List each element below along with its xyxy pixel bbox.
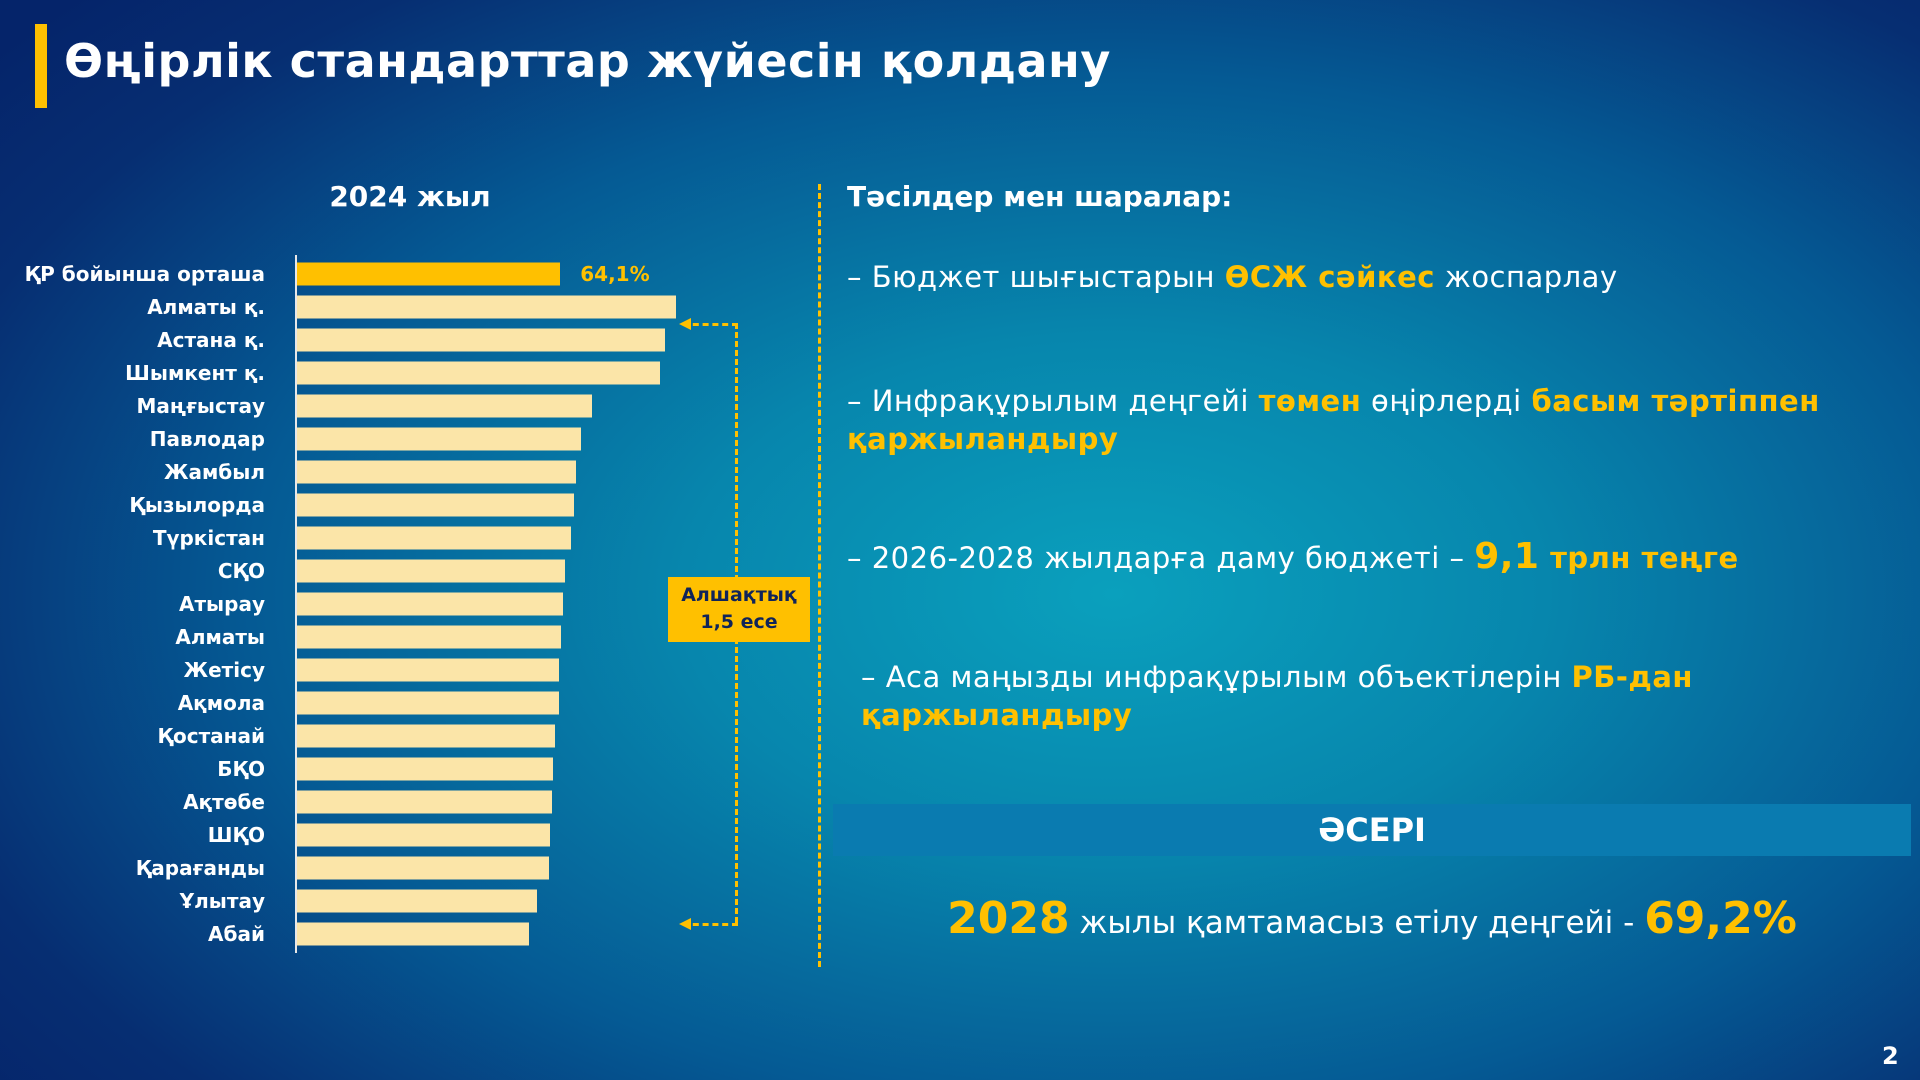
gap-label: Алшақтық	[681, 584, 797, 606]
highlight: трлн теңге	[1539, 541, 1739, 575]
bar-region	[297, 889, 537, 913]
bar-region	[297, 592, 563, 616]
bar-region	[297, 658, 560, 682]
effect-result: 2028 жылы қамтамасыз етілу деңгейі - 69,…	[833, 893, 1911, 944]
page-number: 2	[1882, 1042, 1899, 1070]
arrow-left-icon	[679, 318, 738, 330]
text: – Инфрақұрылым деңгейі	[847, 384, 1259, 418]
method-item: – Бюджет шығыстарын ӨСЖ сәйкес жоспарлау	[847, 258, 1847, 296]
effect-year: 2028	[947, 893, 1070, 944]
bar-region	[297, 559, 566, 583]
category-label: Абай	[208, 922, 265, 946]
category-label: Қостанай	[157, 724, 265, 748]
effect-banner: ӘСЕРІ	[833, 804, 1911, 856]
bar-region	[297, 691, 560, 715]
bar-region	[297, 361, 660, 385]
category-label: Алматы қ.	[147, 295, 265, 319]
bar-region	[297, 790, 552, 814]
bar-region	[297, 526, 572, 550]
category-label: ҚР бойынша орташа	[24, 262, 265, 286]
effect-text: жылы қамтамасыз етілу деңгейі -	[1069, 905, 1645, 941]
gap-value: 1,5 есе	[700, 611, 778, 633]
chart-title: 2024 жыл	[329, 180, 491, 213]
text: – Аса маңызды инфрақұрылым объектілерін	[861, 660, 1572, 694]
highlight: ӨСЖ сәйкес	[1224, 260, 1435, 294]
bar-region	[297, 460, 577, 484]
category-label: Алматы	[175, 625, 265, 649]
method-item: – 2026-2028 жылдарға даму бюджеті – 9,1 …	[847, 538, 1847, 577]
bar-region	[297, 823, 551, 847]
bar-region	[297, 427, 582, 451]
text: – Бюджет шығыстарын	[847, 260, 1225, 294]
category-label: БҚО	[217, 757, 265, 781]
category-label: Астана қ.	[157, 328, 265, 352]
category-label: Ақмола	[177, 691, 265, 715]
category-label: Қызылорда	[129, 493, 265, 517]
method-item: – Инфрақұрылым деңгейі төмен өңірлерді б…	[847, 382, 1847, 458]
bar-region	[297, 328, 666, 352]
category-label: ШҚО	[207, 823, 265, 847]
bar-region	[297, 724, 556, 748]
category-label: Түркістан	[152, 526, 265, 550]
highlight: РБ-дан қаржыландыру	[861, 660, 1693, 732]
category-label: Жетісу	[183, 658, 265, 682]
highlight: төмен	[1258, 384, 1362, 418]
text: жоспарлау	[1434, 260, 1618, 294]
bar-region	[297, 493, 574, 517]
category-label: Маңғыстау	[136, 394, 265, 418]
category-label: СҚО	[217, 559, 265, 583]
title-accent-bar	[35, 24, 47, 108]
category-label: Павлодар	[149, 427, 265, 451]
highlight: басым тәртіппен қаржыландыру	[847, 384, 1820, 456]
page-title: Өңірлік стандарттар жүйесін қолдану	[64, 34, 1111, 88]
bar-average	[297, 262, 561, 286]
bar-region	[297, 394, 593, 418]
method-item: – Аса маңызды инфрақұрылым объектілерін …	[861, 658, 1721, 734]
data-label: 64,1%	[580, 262, 650, 286]
gap-annotation: Алшақтық 1,5 есе	[668, 577, 810, 642]
category-label: Шымкент қ.	[125, 361, 265, 385]
text: өңірлерді	[1361, 384, 1532, 418]
bar-region	[297, 856, 550, 880]
category-label: Қарағанды	[135, 856, 265, 880]
bar-region	[297, 625, 562, 649]
effect-value: 69,2%	[1644, 893, 1797, 944]
category-label: Ұлытау	[179, 889, 265, 913]
methods-title: Тәсілдер мен шаралар:	[847, 180, 1233, 213]
category-label: Ақтөбе	[183, 790, 265, 814]
text: – 2026-2028 жылдарға даму бюджеті –	[847, 541, 1475, 575]
bar-region	[297, 922, 529, 946]
chart-axis	[295, 255, 297, 953]
divider	[818, 184, 821, 967]
bar-region	[297, 295, 677, 319]
category-label: Жамбыл	[163, 460, 265, 484]
highlight: 9,1	[1474, 536, 1540, 577]
arrow-left-icon	[679, 918, 738, 930]
bar-region	[297, 757, 553, 781]
category-label: Атырау	[178, 592, 265, 616]
